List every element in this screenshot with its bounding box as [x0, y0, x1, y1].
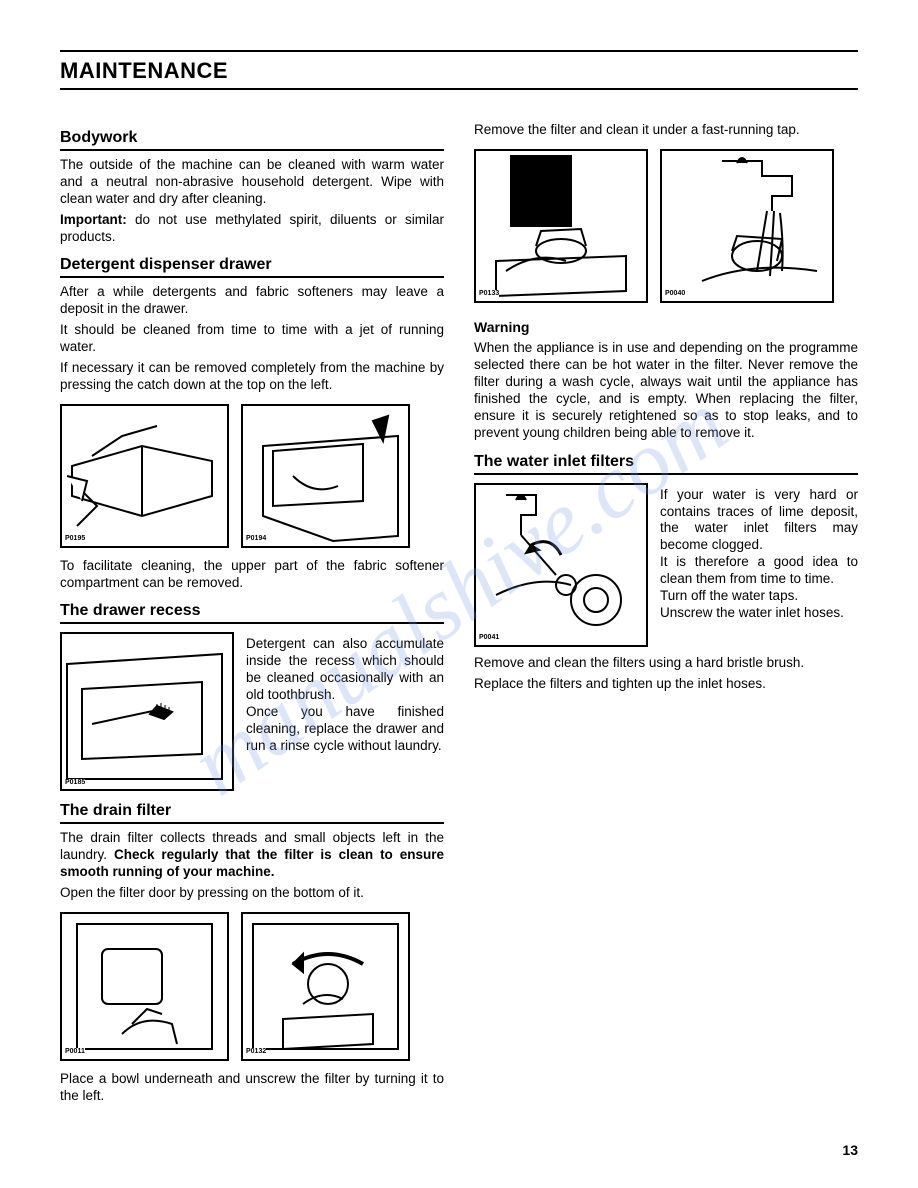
inlet-side-para: If your water is very hard or contains t… [660, 487, 858, 622]
recess-block: P0185 Detergent can also accumulate insi… [60, 632, 444, 791]
heading-dispenser: Detergent dispenser drawer [60, 255, 444, 278]
illustration-inlet-filter: P0041 [474, 483, 648, 647]
important-label: Important: [60, 212, 127, 227]
recess-para: Detergent can also accumulate inside the… [246, 636, 444, 754]
caption: P0132 [246, 1048, 266, 1057]
illustration-drawer-pull: P0194 [241, 404, 410, 548]
remove-p1: Remove the filter and clean it under a f… [474, 122, 858, 139]
page-number: 13 [842, 1142, 858, 1158]
caption: P0195 [65, 535, 85, 544]
inlet-p3: Replace the filters and tighten up the i… [474, 676, 858, 693]
illustration-remove-filter: P0133 [474, 149, 648, 303]
caption: P0041 [479, 634, 499, 643]
page: MAINTENANCE manualshive.com Bodywork The… [0, 0, 918, 1188]
illustration-recess-brush: P0185 [60, 632, 234, 791]
heading-drain: The drain filter [60, 801, 444, 824]
remove-images: P0133 P0040 [474, 149, 858, 303]
columns: Bodywork The outside of the machine can … [60, 118, 858, 1109]
dispenser-p1: After a while detergents and fabric soft… [60, 284, 444, 318]
drain-images: P0011 P0132 [60, 912, 444, 1061]
heading-warning: Warning [474, 319, 858, 337]
inlet-side-text: If your water is very hard or contains t… [660, 483, 858, 626]
heading-bodywork: Bodywork [60, 128, 444, 151]
caption: P0040 [665, 290, 685, 299]
caption: P0133 [479, 290, 499, 299]
drain-p3: Place a bowl underneath and unscrew the … [60, 1071, 444, 1105]
illustration-drawer-remove: P0195 [60, 404, 229, 548]
drain-p2: Open the filter door by pressing on the … [60, 885, 444, 902]
caption: P0011 [65, 1048, 85, 1057]
heading-recess: The drawer recess [60, 601, 444, 624]
caption: P0194 [246, 535, 266, 544]
drain-p1b: Check regularly that the filter is clean… [60, 847, 444, 879]
drain-p1: The drain filter collects threads and sm… [60, 830, 444, 881]
dispenser-p2: It should be cleaned from time to time w… [60, 322, 444, 356]
left-column: Bodywork The outside of the machine can … [60, 118, 444, 1109]
bodywork-p1: The outside of the machine can be cleane… [60, 157, 444, 208]
dispenser-p3: If necessary it can be removed completel… [60, 360, 444, 394]
warning-text: When the appliance is in use and dependi… [474, 340, 858, 441]
illustration-filter-unscrew: P0132 [241, 912, 410, 1061]
inlet-block: P0041 If your water is very hard or cont… [474, 483, 858, 647]
right-column: Remove the filter and clean it under a f… [474, 118, 858, 1109]
illustration-tap-clean: P0040 [660, 149, 834, 303]
recess-text: Detergent can also accumulate inside the… [246, 632, 444, 758]
illustration-filter-door: P0011 [60, 912, 229, 1061]
dispenser-p4: To facilitate cleaning, the upper part o… [60, 558, 444, 592]
top-rule [60, 50, 858, 52]
bodywork-important: Important: do not use methylated spirit,… [60, 212, 444, 246]
page-title: MAINTENANCE [60, 58, 858, 90]
inlet-p2: Remove and clean the filters using a har… [474, 655, 858, 672]
heading-inlet: The water inlet filters [474, 452, 858, 475]
caption: P0185 [65, 779, 85, 788]
dispenser-images: P0195 P0194 [60, 404, 444, 548]
